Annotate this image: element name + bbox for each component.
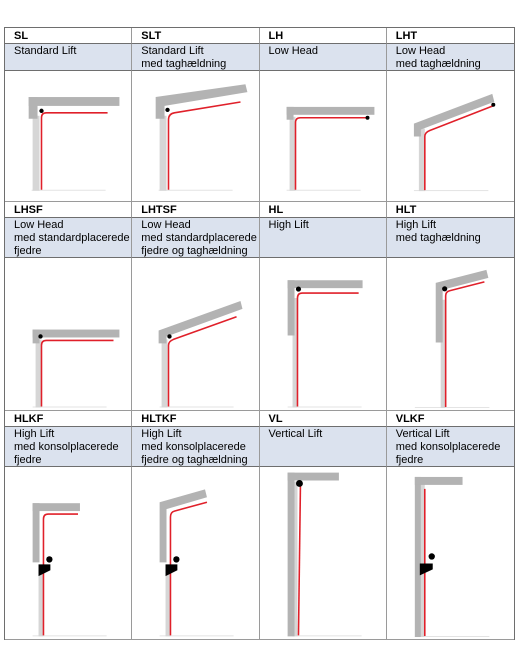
type-code: LHT [386, 28, 514, 44]
lift-types-table: SL SLT LH LHT Standard Lift Standard Lif… [4, 27, 515, 640]
low-head-standard-springs-sloped-diagram [132, 258, 260, 411]
low-head-sloped-diagram [386, 71, 514, 202]
high-lift-bracket-springs-diagram [5, 467, 133, 640]
standard-lift-sloped-diagram [132, 71, 260, 202]
type-code: VL [259, 411, 387, 427]
type-code: HLTKF [132, 411, 260, 427]
vertical-lift-bracket-springs-diagram [386, 467, 514, 640]
type-code: VLKF [386, 411, 514, 427]
high-lift-diagram [259, 258, 387, 411]
type-description: High Lift med konsolplacerede fjedre [5, 427, 133, 467]
type-code: SLT [132, 28, 260, 44]
type-code: HL [259, 202, 387, 218]
type-description: Low Head med taghældning [386, 44, 514, 71]
type-description: High Lift [259, 218, 387, 258]
type-code: SL [5, 28, 133, 44]
type-description: Low Head [259, 44, 387, 71]
type-code: LHTSF [132, 202, 260, 218]
type-code: LH [259, 28, 387, 44]
type-description: Low Head med standardplacerede fjedre [5, 218, 133, 258]
vertical-lift-diagram [259, 467, 387, 640]
high-lift-bracket-springs-sloped-diagram [132, 467, 260, 640]
low-head-standard-springs-diagram [5, 258, 133, 411]
type-description: Vertical Lift [259, 427, 387, 467]
type-description: High Lift med konsolplacerede fjedre og ta… [132, 427, 260, 467]
standard-lift-diagram [5, 71, 133, 202]
low-head-diagram [259, 71, 387, 202]
type-description: Low Head med standardplacerede fjedre og t… [132, 218, 260, 258]
type-description: Vertical Lift med konsolplacerede fjedre [386, 427, 514, 467]
type-code: HLT [386, 202, 514, 218]
type-description: High Lift med taghældning [386, 218, 514, 258]
type-description: Standard Lift [5, 44, 133, 71]
type-code: LHSF [5, 202, 133, 218]
high-lift-sloped-diagram [386, 258, 514, 411]
type-description: Standard Lift med taghældning [132, 44, 260, 71]
type-code: HLKF [5, 411, 133, 427]
